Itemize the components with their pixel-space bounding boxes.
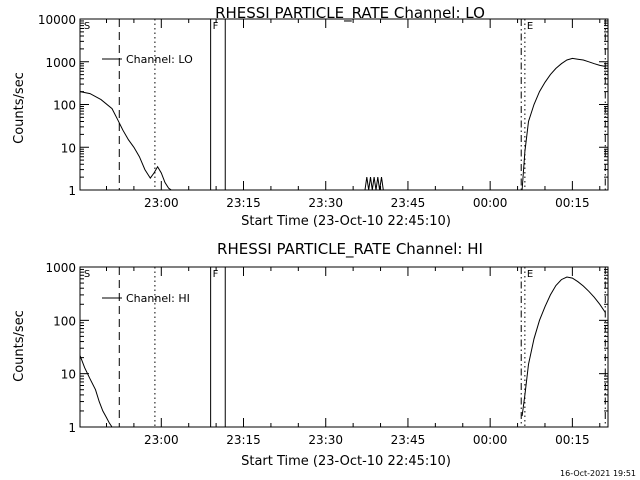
legend-label: Channel: HI [126,292,190,305]
time-marker-label: F [213,269,219,280]
time-marker-label: E [527,269,533,280]
data-series-line [79,91,172,191]
y-axis-label: Counts/sec [12,310,27,382]
y-tick-label: 100 [53,99,76,113]
y-tick-label: 1000 [45,56,76,70]
x-tick-label: 23:30 [308,196,343,210]
y-axis-label: Counts/sec [12,72,27,144]
x-tick-label: 23:45 [391,433,426,447]
plot-frame [79,266,609,428]
x-tick-label: 00:15 [555,196,590,210]
data-series-line [364,177,384,191]
y-tick-label: 1 [68,184,76,198]
x-tick-label: 23:00 [144,196,179,210]
x-tick-label: 00:15 [555,433,590,447]
y-tick-label: 10000 [38,13,76,27]
legend-label: Channel: LO [126,53,193,66]
x-tick-label: 00:00 [473,196,508,210]
chart-title: RHESSI PARTICLE_RATE Channel: LO [215,4,485,23]
footer-timestamp: 16-Oct-2021 19:51 [560,469,636,478]
plot-frame [79,18,609,191]
x-tick-label: 23:30 [308,433,343,447]
x-tick-label: 23:15 [226,196,261,210]
x-tick-label: 23:00 [144,433,179,447]
chart-title: RHESSI PARTICLE_RATE Channel: HI [217,240,483,259]
y-tick-label: 10 [61,141,76,155]
y-tick-label: 1 [68,421,76,435]
x-axis-label: Start Time (23-Oct-10 22:45:10) [241,454,451,469]
y-tick-label: 1000 [45,261,76,275]
y-tick-label: 10 [61,368,76,382]
data-series-line [521,57,606,191]
time-marker-label: E [527,21,533,32]
chart-panel-hi: RHESSI PARTICLE_RATE Channel: HI Start T… [12,240,609,469]
x-tick-label: 23:15 [226,433,261,447]
time-marker-label: F [213,21,219,32]
x-tick-label: 23:45 [391,196,426,210]
x-axis-label: Start Time (23-Oct-10 22:45:10) [241,214,451,229]
chart-panel-lo: RHESSI PARTICLE_RATE Channel: LO Start T… [12,4,609,229]
data-series-line [521,276,606,417]
y-tick-label: 100 [53,314,76,328]
x-tick-label: 00:00 [473,433,508,447]
time-marker-label: S [84,21,90,32]
data-series-line [79,355,113,428]
time-marker-label: S [84,269,90,280]
